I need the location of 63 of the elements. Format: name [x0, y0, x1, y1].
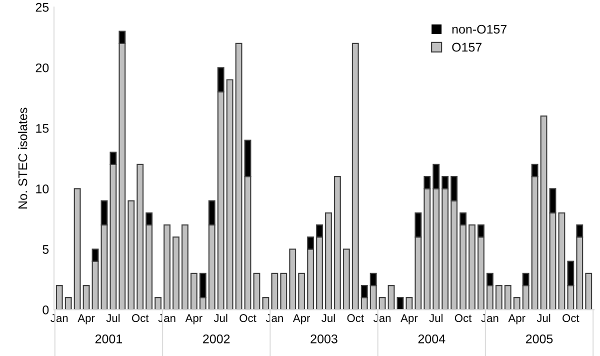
- bar: [495, 284, 502, 310]
- bar: [352, 42, 359, 310]
- text: 2003: [310, 334, 338, 344]
- bar: [342, 248, 350, 310]
- bar: [504, 284, 512, 310]
- bar: [226, 79, 234, 310]
- bar: [468, 224, 476, 310]
- x-tick-label: Apr: [185, 314, 202, 324]
- bar: [540, 116, 548, 310]
- x-tick-label: Jul: [106, 314, 120, 322]
- x-tick-label: Oct: [240, 314, 256, 322]
- y-tick-label: 10: [36, 184, 49, 194]
- x-tick-label: Apr: [508, 314, 526, 324]
- bar: [172, 236, 180, 310]
- bar: [334, 176, 341, 310]
- bar: [74, 188, 81, 310]
- text: 2001: [95, 334, 122, 344]
- x-tick-label: Oct: [454, 314, 472, 322]
- bar: [82, 284, 90, 310]
- bar: [271, 272, 278, 310]
- x-tick-label: Jul: [429, 314, 442, 322]
- bar: [190, 272, 198, 310]
- bar: [154, 297, 162, 310]
- bar: [406, 297, 413, 310]
- bar: [558, 212, 566, 310]
- x-tick-label: Oct: [562, 314, 580, 322]
- bar: [262, 297, 270, 310]
- x-tick-label: Oct: [347, 314, 364, 322]
- y-tick-label: 5: [42, 245, 49, 254]
- x-tick-label: Jul: [214, 314, 228, 322]
- bar: [136, 164, 144, 310]
- bar: [164, 224, 170, 310]
- text: 2005: [526, 334, 553, 344]
- text: 2002: [203, 334, 230, 344]
- bar: [298, 272, 306, 310]
- bar: [280, 272, 288, 310]
- text: 2004: [418, 334, 446, 344]
- y-tick-label: 0: [42, 306, 49, 314]
- bar: [235, 42, 242, 310]
- bar: [396, 297, 404, 310]
- bar: [378, 297, 386, 310]
- y-tick-label: 15: [36, 124, 49, 133]
- legend-label: O157: [452, 42, 482, 52]
- bar: [585, 272, 592, 310]
- x-tick-label: Jul: [536, 314, 550, 322]
- bar: [253, 272, 260, 310]
- bar: [388, 284, 395, 310]
- bar: [325, 212, 332, 310]
- bar: [513, 297, 520, 310]
- bar: [64, 297, 72, 310]
- x-tick-label: Jul: [322, 314, 335, 322]
- bar: [181, 224, 188, 310]
- x-tick-label: Apr: [400, 314, 418, 324]
- bar: [56, 284, 63, 310]
- bar: [289, 248, 296, 310]
- x-tick-label: Oct: [132, 314, 149, 322]
- x-tick-label: Apr: [292, 314, 310, 324]
- legend-label: non-O157: [452, 24, 507, 34]
- x-tick-label: Apr: [78, 314, 95, 324]
- bar: [128, 200, 135, 310]
- y-tick-label: 20: [36, 63, 49, 72]
- y-axis-title: No. STEC isolates: [18, 108, 28, 208]
- y-tick-label: 25: [36, 2, 49, 12]
